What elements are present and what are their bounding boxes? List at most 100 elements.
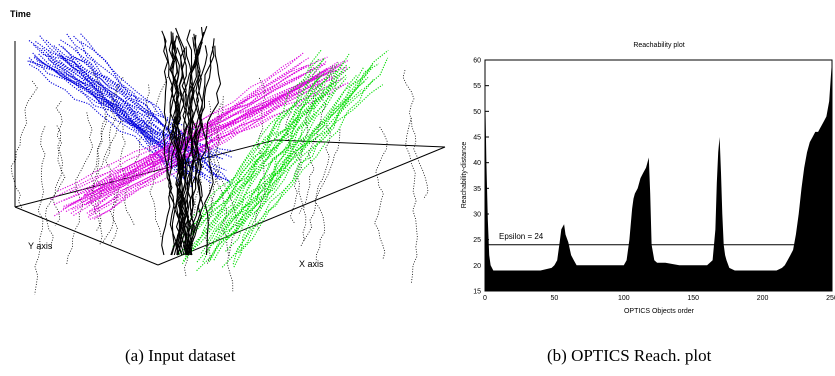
y-tick-label: 35 — [473, 186, 481, 193]
trajectory-line — [94, 84, 345, 198]
trajectory-line — [232, 89, 323, 265]
trajectory-line — [53, 66, 315, 206]
trajectory-line — [71, 82, 349, 210]
x-axis-title: OPTICS Objects order — [624, 308, 695, 315]
trajectory-line — [205, 100, 214, 265]
plot-frame — [484, 59, 833, 292]
x-axis-label: X axis — [299, 259, 324, 269]
trajectory-line — [187, 45, 222, 256]
trajectory-line — [223, 66, 365, 230]
trajectory-line — [51, 100, 66, 226]
trajectory-line — [402, 69, 429, 200]
trajectory-tracks — [10, 26, 429, 295]
trajectory-line — [196, 65, 334, 263]
trajectory-line — [34, 126, 46, 295]
trajectory-line — [105, 93, 118, 245]
x-tick-label: 200 — [757, 295, 769, 302]
trajectory-line — [59, 59, 231, 182]
x-tick-label: 0 — [483, 295, 487, 302]
y-tick-label: 20 — [473, 263, 481, 270]
trajectory-line — [182, 53, 350, 262]
y-tick-label: 60 — [473, 58, 481, 65]
trajectory-line — [228, 49, 389, 232]
x-tick-label: 150 — [687, 295, 699, 302]
z-axis-label: Time — [10, 9, 31, 19]
trajectory-line — [171, 32, 187, 256]
trajectory-line — [405, 117, 418, 284]
trajectory-line — [183, 74, 347, 243]
trajectory-line — [227, 78, 375, 239]
y-tick-label: 40 — [473, 160, 481, 167]
trajectory-line — [374, 126, 388, 260]
trajectory-line — [90, 87, 118, 246]
y-axis-ticks: 15 20 25 30 35 40 45 50 55 60 — [473, 58, 489, 296]
trajectory-line — [57, 56, 328, 192]
trajectory-line — [89, 77, 334, 220]
trajectory-line — [161, 42, 178, 256]
trajectory-line — [66, 112, 94, 265]
y-tick-label: 25 — [473, 237, 481, 244]
right-floor-edge — [274, 139, 446, 148]
trajectory-line — [185, 62, 339, 257]
reachability-plot-panel: Reachability plot Epsilon = 24 15 20 25 30 3… — [461, 42, 835, 315]
trajectory-line — [170, 27, 190, 256]
trajectory-line — [50, 63, 326, 200]
trajectory-line — [53, 62, 323, 217]
y-tick-label: 15 — [473, 289, 481, 296]
trajectory-line — [38, 53, 184, 162]
y-tick-label: 55 — [473, 83, 481, 90]
y-tick-label: 30 — [473, 212, 481, 219]
trajectory-line — [215, 92, 331, 232]
y-tick-label: 45 — [473, 135, 481, 142]
trajectory-line — [47, 50, 192, 163]
y-axis-line — [14, 206, 159, 266]
trajectory-line — [233, 70, 321, 268]
trajectory-line — [300, 129, 341, 247]
trajectory-line — [80, 41, 215, 159]
trajectory-line — [302, 97, 327, 241]
trajectory-line — [94, 80, 323, 211]
caption-input-dataset: (a) Input dataset — [125, 346, 236, 365]
caption-optics-reach-plot: (b) OPTICS Reach. plot — [547, 346, 712, 365]
y-axis-title: Reachability-distance — [461, 142, 468, 209]
trajectory-line — [63, 69, 328, 207]
trajectory-line — [161, 30, 178, 256]
trajectory-line — [314, 125, 331, 263]
y-tick-label: 50 — [473, 109, 481, 116]
trajectory-line — [86, 70, 337, 204]
trajectory-line — [33, 57, 230, 182]
trajectory-line — [36, 60, 212, 180]
epsilon-label: Epsilon = 24 — [499, 232, 544, 241]
trajectory-line — [209, 67, 373, 261]
trajectory-line — [208, 60, 346, 263]
trajectory-line — [73, 35, 180, 166]
trajectory-line — [182, 46, 215, 256]
trajectory-line — [219, 63, 380, 233]
x-axis-ticks: 0 50 100 150 200 250 — [483, 287, 835, 302]
trajectory-line — [87, 77, 319, 218]
x-axis-line — [157, 146, 446, 266]
input-dataset-panel: Time Y axis X axis — [10, 9, 446, 295]
x-tick-label: 250 — [826, 295, 835, 302]
trajectory-line — [102, 114, 126, 243]
trajectory-line — [239, 57, 389, 253]
trajectory-line — [62, 77, 344, 210]
x-tick-label: 50 — [551, 295, 559, 302]
trajectory-line — [89, 77, 124, 208]
trajectory-line — [60, 39, 209, 155]
trajectory-line — [48, 55, 187, 177]
trajectory-line — [189, 37, 204, 256]
trajectory-line — [176, 41, 203, 256]
chart-title: Reachability plot — [633, 42, 684, 49]
trajectory-line — [83, 64, 308, 196]
trajectory-line — [208, 103, 222, 221]
trajectory-line — [213, 82, 326, 261]
trajectory-line — [89, 59, 346, 201]
trajectory-line — [45, 125, 63, 250]
trajectory-line — [222, 63, 374, 235]
trajectory-line — [212, 81, 337, 245]
trajectory-line — [27, 60, 190, 161]
trajectory-line — [28, 57, 194, 157]
trajectory-line — [181, 71, 326, 230]
